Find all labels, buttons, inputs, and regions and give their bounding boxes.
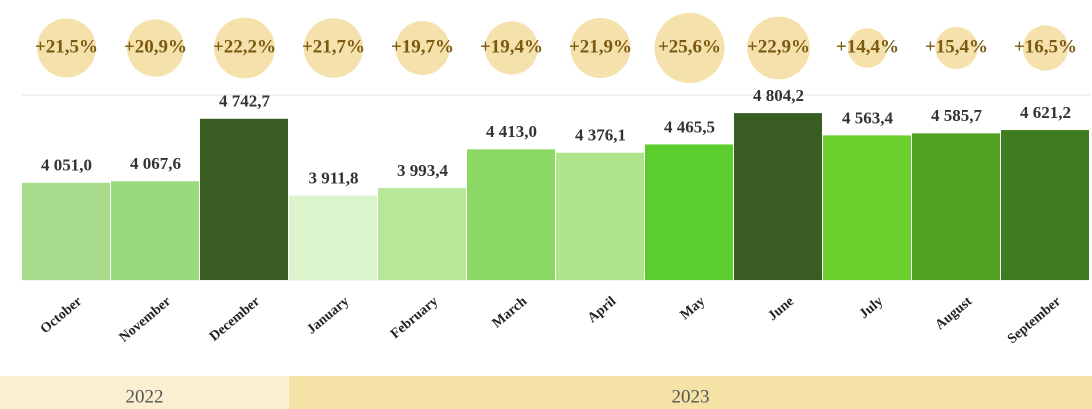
- bar: [1001, 130, 1089, 280]
- growth-label: +21,7%: [302, 36, 365, 57]
- value-label: 4 051,0: [41, 156, 92, 175]
- bar: [200, 118, 288, 280]
- growth-label: +16,5%: [1014, 36, 1077, 57]
- value-label: 3 911,8: [308, 169, 358, 188]
- value-label: 4 621,2: [1020, 103, 1071, 122]
- bar: [912, 133, 1000, 280]
- year-label: 2023: [672, 386, 710, 407]
- x-tick-label: October: [38, 294, 85, 337]
- growth-bubble: [126, 19, 185, 77]
- value-label: 4 465,5: [664, 117, 715, 136]
- value-label: 4 067,6: [130, 154, 181, 173]
- growth-label: +22,2%: [213, 36, 276, 57]
- x-tick-label: January: [304, 294, 352, 337]
- growth-label: +21,5%: [35, 36, 98, 57]
- growth-bubble: [747, 16, 810, 80]
- bar: [645, 144, 733, 280]
- bar: [734, 113, 822, 280]
- bar: [378, 188, 466, 280]
- growth-bubble: [570, 17, 631, 79]
- growth-label: +20,9%: [124, 36, 187, 57]
- value-label: 4 585,7: [931, 106, 983, 125]
- growth-label: +21,9%: [569, 36, 632, 57]
- x-tick-label: May: [678, 294, 708, 323]
- x-tick-label: June: [765, 294, 797, 324]
- bar: [556, 152, 644, 280]
- growth-bubble: [303, 18, 364, 78]
- year-band: [289, 376, 1092, 409]
- x-tick-label: September: [1005, 294, 1064, 347]
- x-tick-label: February: [388, 294, 441, 342]
- growth-bubble: [214, 17, 275, 79]
- growth-bubble: [847, 28, 888, 68]
- growth-label: +22,9%: [747, 36, 810, 57]
- value-label: 4 376,1: [575, 126, 626, 145]
- growth-label: +14,4%: [836, 36, 899, 57]
- growth-label: +15,4%: [925, 36, 988, 57]
- growth-bubble: [654, 12, 725, 84]
- bar: [22, 182, 110, 280]
- x-tick-label: August: [933, 294, 976, 333]
- bar: [823, 135, 911, 280]
- growth-bubble: [1022, 25, 1069, 71]
- x-tick-label: April: [585, 294, 619, 326]
- bar: [111, 181, 199, 280]
- growth-label: +19,4%: [480, 36, 543, 57]
- growth-bubble: [484, 21, 539, 75]
- x-tick-label: December: [207, 294, 263, 344]
- growth-bubble: [935, 26, 978, 70]
- value-label: 4 563,4: [842, 108, 894, 127]
- value-label: 4 742,7: [219, 92, 271, 111]
- x-tick-label: March: [490, 294, 531, 331]
- x-tick-label: November: [117, 294, 174, 345]
- value-label: 3 993,4: [397, 161, 449, 180]
- growth-bubble: [37, 18, 96, 78]
- value-label: 4 804,2: [753, 86, 804, 105]
- year-band: [0, 376, 289, 409]
- growth-label: +25,6%: [658, 36, 721, 57]
- value-label: 4 413,0: [486, 122, 537, 141]
- growth-bubble: [395, 21, 450, 75]
- bar: [289, 195, 377, 280]
- growth-label: +19,7%: [391, 36, 454, 57]
- bar: [467, 149, 555, 280]
- x-tick-label: July: [857, 294, 886, 322]
- year-label: 2022: [126, 386, 164, 407]
